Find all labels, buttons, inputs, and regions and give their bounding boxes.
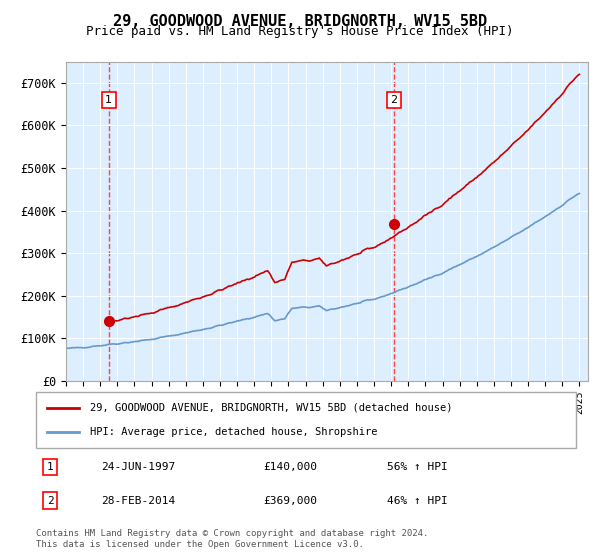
- Text: 28-FEB-2014: 28-FEB-2014: [101, 496, 175, 506]
- Text: £369,000: £369,000: [263, 496, 317, 506]
- Text: HPI: Average price, detached house, Shropshire: HPI: Average price, detached house, Shro…: [90, 427, 377, 437]
- Text: 1: 1: [47, 462, 53, 472]
- FancyBboxPatch shape: [36, 392, 576, 448]
- Text: 2: 2: [47, 496, 53, 506]
- Text: 46% ↑ HPI: 46% ↑ HPI: [387, 496, 448, 506]
- Text: Price paid vs. HM Land Registry's House Price Index (HPI): Price paid vs. HM Land Registry's House …: [86, 25, 514, 38]
- Text: 24-JUN-1997: 24-JUN-1997: [101, 462, 175, 472]
- Text: 2: 2: [391, 95, 398, 105]
- Text: 29, GOODWOOD AVENUE, BRIDGNORTH, WV15 5BD: 29, GOODWOOD AVENUE, BRIDGNORTH, WV15 5B…: [113, 14, 487, 29]
- Text: 29, GOODWOOD AVENUE, BRIDGNORTH, WV15 5BD (detached house): 29, GOODWOOD AVENUE, BRIDGNORTH, WV15 5B…: [90, 403, 452, 413]
- Text: Contains HM Land Registry data © Crown copyright and database right 2024.
This d: Contains HM Land Registry data © Crown c…: [36, 529, 428, 549]
- Text: £140,000: £140,000: [263, 462, 317, 472]
- Text: 1: 1: [105, 95, 112, 105]
- Text: 56% ↑ HPI: 56% ↑ HPI: [387, 462, 448, 472]
